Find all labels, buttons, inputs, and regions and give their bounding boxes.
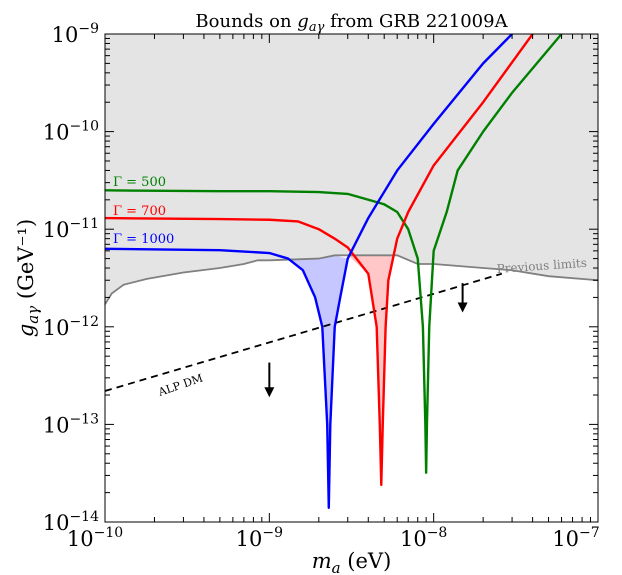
plot-frame — [104, 33, 599, 523]
y-tick-label: 10−12 — [43, 314, 99, 340]
series-lines — [105, 34, 563, 509]
series-line-0 — [105, 34, 563, 474]
x-tick-label: 10−7 — [552, 525, 599, 551]
chart-title: Bounds on gaγ from GRB 221009A — [195, 11, 508, 35]
y-tick-label: 10−10 — [43, 119, 99, 145]
alp-dm-line — [105, 272, 503, 392]
x-axis-label: ma (eV) — [312, 549, 392, 575]
arrow-head-1 — [457, 302, 468, 313]
y-tick-label: 10−11 — [43, 216, 99, 242]
previous-limits-region — [105, 34, 598, 305]
axis-tick-labels: 10−10 10−9 10−8 10−7 10−14 10−13 10−12 10−11 10−… — [43, 21, 600, 551]
y-tick-label: 10−9 — [52, 21, 99, 47]
legend-label-gamma-500: Γ = 500 — [113, 175, 166, 190]
x-tick-label: 10−9 — [236, 525, 283, 551]
x-tick-label: 10−10 — [67, 525, 123, 551]
series-line-2 — [105, 34, 513, 509]
arrow-head-0 — [264, 387, 275, 398]
y-tick-label: 10−13 — [43, 411, 99, 437]
x-tick-label: 10−8 — [400, 525, 447, 551]
shaded-region-0 — [288, 255, 348, 508]
previous-limits-label: Previous limits — [496, 256, 587, 276]
previous-limits-boundary — [105, 254, 598, 305]
y-axis-label: gaγ (GeV⁻¹) — [14, 219, 42, 337]
y-tick-label: 10−14 — [43, 509, 99, 535]
axis-ticks — [104, 33, 599, 523]
series-line-1 — [105, 34, 534, 487]
legend-label-gamma-700: Γ = 700 — [113, 204, 166, 219]
legend-label-gamma-1000: Γ = 1000 — [113, 232, 174, 247]
arrows — [264, 283, 468, 398]
alp-dm-label: ALP DM — [156, 371, 205, 399]
